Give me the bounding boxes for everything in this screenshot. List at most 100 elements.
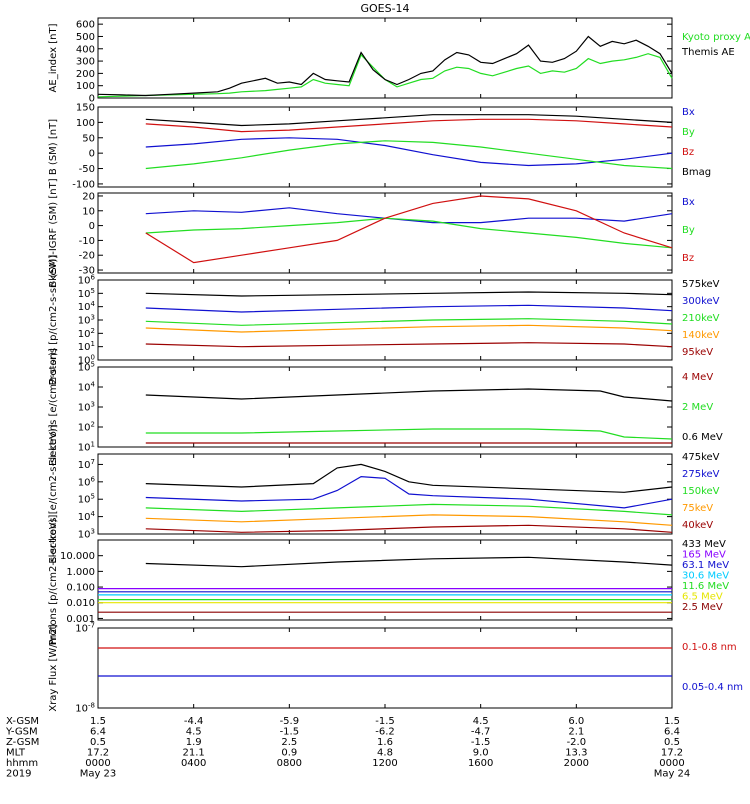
y-tick-label: 103 [78, 528, 95, 541]
legend-entry: 2 MeV [682, 402, 713, 413]
x-axis-cell: 1600 [468, 758, 493, 769]
y-tick-exponent: 5 [91, 493, 95, 501]
legend-entry: 40keV [682, 520, 713, 531]
x-axis-cell: 1.9 [186, 737, 202, 748]
legend-entry: 0.05-0.4 nm [682, 682, 743, 693]
y-tick-exponent: 5 [91, 361, 95, 369]
y-tick-label: 0.001 [66, 614, 95, 625]
legend-entry: 150keV [682, 486, 720, 497]
x-axis-cell: 2.5 [281, 737, 297, 748]
y-tick-label: 0 [89, 94, 95, 105]
legend-entry: Bx [682, 197, 695, 208]
legend-entry: Bz [682, 253, 694, 264]
y-tick-exponent: 4 [91, 300, 96, 308]
y-tick-label: 400 [76, 44, 95, 55]
y-tick-label: 0.010 [66, 598, 95, 609]
y-tick-exponent: 3 [91, 401, 95, 409]
y-tick-label: 101 [78, 340, 95, 353]
panel-frame [97, 192, 673, 274]
x-axis-cell: 6.4 [90, 727, 106, 738]
series-line-Bx [145, 207, 673, 224]
series-line-275keV [145, 475, 673, 509]
series-line-Bz [145, 118, 673, 133]
y-axis-label: B (SM)-IGRF (SM) [nT] [48, 178, 59, 287]
y-tick-label: 600 [76, 20, 95, 31]
y-tick-label: 0 [89, 221, 95, 232]
x-axis-cell: -1.5 [375, 716, 395, 727]
panel-8: 10-7 10-8 Xray Flux [W/m2] 0.1-0.8 nm 0.05-0… [48, 622, 743, 715]
x-axis-cell: May 23 [80, 769, 117, 780]
series-line-Themis-AE [97, 35, 673, 97]
legend-entry: 95keV [682, 347, 713, 358]
legend-entry: 475keV [682, 452, 720, 463]
legend-entry: Bmag [682, 167, 711, 178]
y-tick-label: 106 [78, 274, 96, 287]
y-tick-label: 0 [89, 149, 95, 160]
y-axis-label: Electrons [e/(cm2-s-sr-keV)] [48, 424, 59, 563]
y-tick-label: 10.000 [60, 551, 95, 562]
series-line-40keV [145, 524, 673, 533]
x-axis-cell: 0800 [277, 758, 302, 769]
legend-entry: Bz [682, 147, 694, 158]
y-axis-label: Electrons [e/(cm2-s-sr)] [48, 348, 59, 466]
y-tick-label: 104 [78, 300, 96, 313]
series-line-Bx [145, 137, 673, 167]
x-axis-cell: 17.2 [87, 748, 109, 759]
x-axis-cell: 17.2 [661, 748, 683, 759]
x-axis-cell: -2.0 [567, 737, 587, 748]
series-line-433-MeV [145, 556, 673, 568]
x-axis-cell: -4.4 [184, 716, 204, 727]
y-tick-label: 500 [76, 32, 95, 43]
y-tick-exponent: -8 [88, 702, 95, 710]
x-axis-row-label: Y-GSM [5, 727, 38, 738]
y-tick-exponent: 4 [91, 510, 96, 518]
y-tick-label: 104 [78, 381, 96, 394]
x-axis-cell: 1200 [372, 758, 397, 769]
x-axis-cell: May 24 [654, 769, 691, 780]
legend-entry: 210keV [682, 313, 720, 324]
y-tick-label: 103 [78, 314, 95, 327]
panel-6: 107 106 105 104 103 Electrons [e/(cm2-s-sr-ke… [48, 424, 720, 563]
plot-title: GOES-14 [360, 2, 409, 15]
series-line-210keV [145, 318, 673, 326]
x-axis-cell: -1.5 [471, 737, 491, 748]
panel-2: 150 100 50 0 -50 -100 B (SM) [nT] Bx By Bz Bmag [48, 103, 711, 191]
y-tick-label: 100 [76, 118, 95, 129]
legend-entry: 30.6 MeV [682, 571, 729, 582]
x-axis-cell: 0.9 [281, 748, 297, 759]
x-axis-cell: 1.6 [377, 737, 393, 748]
x-axis-cell: 2000 [564, 758, 589, 769]
y-tick-label: -30 [79, 266, 95, 277]
series-line-2-MeV [145, 428, 673, 440]
legend-entry: 63.1 MeV [682, 560, 729, 571]
series-line-By [145, 140, 673, 170]
x-axis-cell: 2.1 [568, 727, 584, 738]
panel-frame [97, 453, 673, 535]
y-tick-label: 20 [82, 191, 95, 202]
x-axis-cell: 0000 [659, 758, 684, 769]
panel-frame [97, 106, 673, 188]
y-tick-exponent: 6 [91, 274, 96, 282]
x-axis-cell: -4.7 [471, 727, 491, 738]
series-line-Bz [145, 195, 673, 264]
series-line-150keV [145, 503, 673, 516]
y-axis-label: AE_index [nT] [48, 23, 59, 92]
panel-frame [97, 366, 673, 448]
y-tick-label: 150 [76, 103, 95, 114]
y-tick-label: 101 [78, 441, 95, 454]
y-tick-label: 200 [76, 69, 95, 80]
legend-entry: By [682, 225, 695, 236]
y-tick-exponent: 3 [91, 528, 95, 536]
x-axis-cell: 1.5 [664, 716, 680, 727]
series-line-0.6-MeV [145, 388, 673, 402]
y-tick-label: 106 [78, 475, 96, 488]
x-axis-cell: 4.8 [377, 748, 393, 759]
x-axis-cell: 1.5 [90, 716, 106, 727]
y-tick-label: -100 [72, 179, 95, 190]
y-tick-label: 102 [78, 327, 95, 340]
